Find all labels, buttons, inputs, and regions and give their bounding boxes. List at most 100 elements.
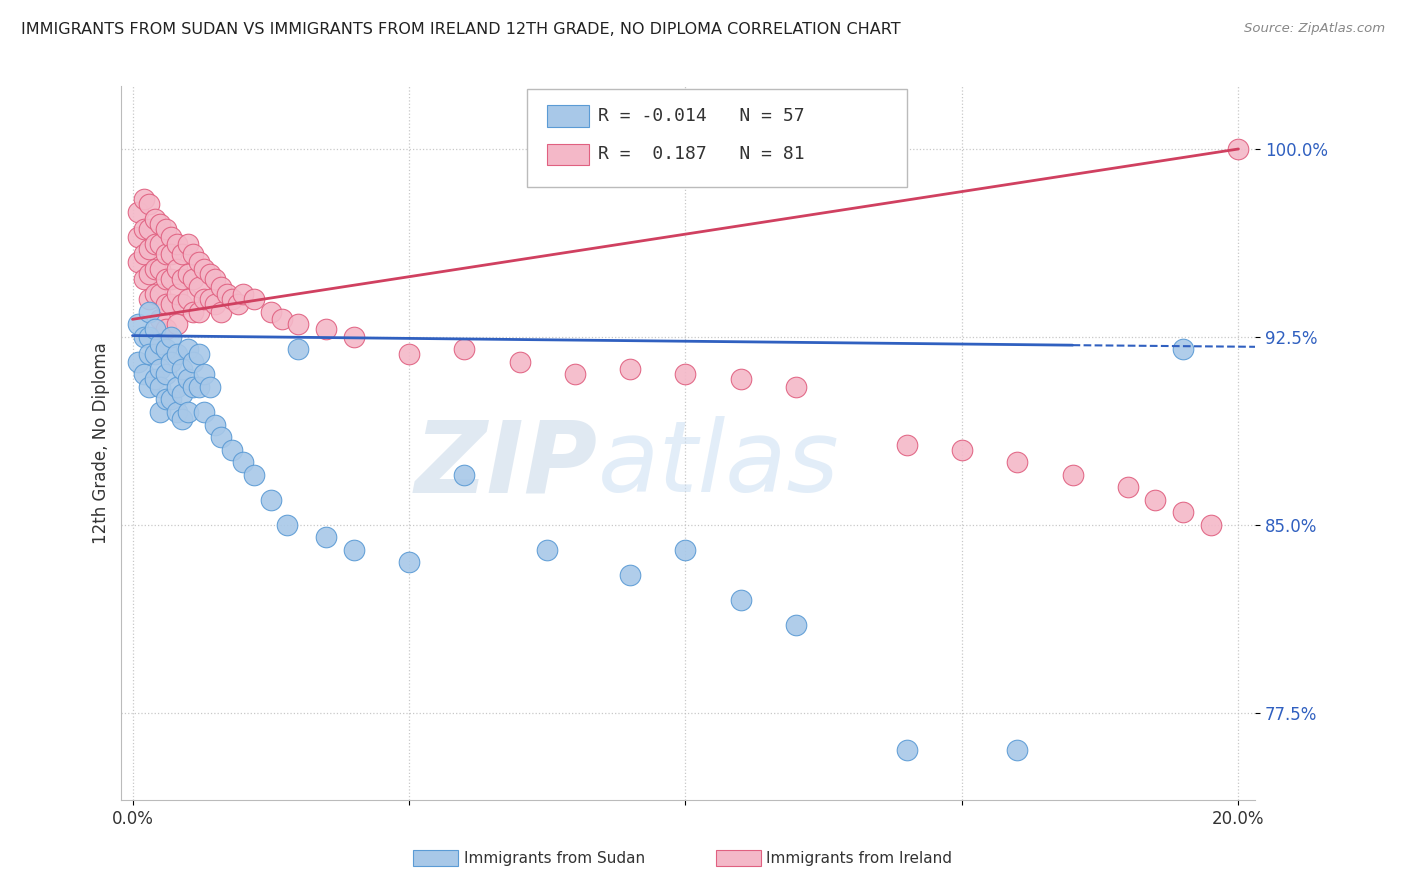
Text: R = -0.014   N = 57: R = -0.014 N = 57 (598, 107, 804, 125)
Point (149, 380, 172, 394)
Point (138, 330, 160, 344)
Text: Source: ZipAtlas.com: Source: ZipAtlas.com (1244, 22, 1385, 36)
Point (204, 297, 226, 311)
Point (232, 455, 254, 469)
Point (160, 392, 183, 407)
Point (160, 272, 183, 286)
Point (149, 405, 172, 419)
Point (453, 343, 475, 357)
Point (143, 262, 166, 277)
Point (166, 405, 188, 419)
Point (138, 347, 160, 361)
Point (149, 287, 172, 301)
Point (209, 279, 232, 293)
Point (166, 237, 188, 252)
Point (193, 405, 215, 419)
Point (209, 430, 232, 444)
Point (127, 355, 149, 369)
Text: Immigrants from Sudan: Immigrants from Sudan (464, 851, 645, 865)
Point (1171, 505, 1194, 519)
Point (177, 237, 200, 252)
Point (177, 292, 200, 306)
Point (138, 380, 160, 394)
Point (177, 343, 200, 357)
Point (149, 312, 172, 326)
Point (143, 322, 166, 336)
Point (193, 292, 215, 306)
Point (1171, 343, 1194, 357)
Point (198, 292, 221, 306)
Point (183, 355, 205, 369)
Point (172, 272, 194, 286)
Point (143, 287, 166, 301)
Point (155, 222, 177, 236)
Point (204, 272, 226, 286)
Point (172, 362, 194, 376)
Point (132, 192, 155, 206)
Point (187, 305, 209, 319)
Point (138, 222, 160, 236)
Point (1116, 480, 1139, 494)
Point (172, 247, 194, 261)
Point (127, 254, 149, 268)
Point (166, 318, 188, 332)
Point (343, 330, 366, 344)
Point (187, 347, 209, 361)
Point (1005, 455, 1028, 469)
Point (177, 372, 200, 386)
Point (243, 292, 266, 306)
Point (143, 347, 166, 361)
Point (243, 467, 266, 482)
Point (187, 254, 209, 268)
Point (127, 229, 149, 244)
Point (193, 262, 215, 277)
Point (187, 279, 209, 293)
Point (143, 372, 166, 386)
Point (270, 312, 292, 326)
Point (155, 272, 177, 286)
Point (172, 297, 194, 311)
Point (343, 542, 366, 557)
Point (166, 287, 188, 301)
Point (260, 492, 283, 507)
Point (209, 305, 232, 319)
Point (138, 267, 160, 281)
Point (138, 197, 160, 211)
Point (138, 242, 160, 256)
Point (155, 392, 177, 407)
Point (564, 368, 586, 382)
Point (160, 229, 183, 244)
Point (204, 417, 226, 432)
Point (730, 372, 752, 386)
Point (675, 368, 697, 382)
Point (160, 247, 183, 261)
Point (183, 247, 205, 261)
Point (177, 267, 200, 281)
Point (160, 330, 183, 344)
Text: Immigrants from Ireland: Immigrants from Ireland (766, 851, 952, 865)
Point (172, 387, 194, 401)
Point (149, 337, 172, 351)
Point (132, 247, 155, 261)
Point (166, 380, 188, 394)
Point (149, 237, 172, 252)
Point (1062, 467, 1084, 482)
Point (183, 305, 205, 319)
Point (221, 442, 243, 457)
Point (160, 355, 183, 369)
Text: IMMIGRANTS FROM SUDAN VS IMMIGRANTS FROM IRELAND 12TH GRADE, NO DIPLOMA CORRELAT: IMMIGRANTS FROM SUDAN VS IMMIGRANTS FROM… (21, 22, 901, 37)
Point (149, 217, 172, 231)
Text: R =  0.187   N = 81: R = 0.187 N = 81 (598, 145, 804, 163)
Point (138, 292, 160, 306)
Point (149, 362, 172, 376)
Point (183, 272, 205, 286)
Point (143, 237, 166, 252)
Point (315, 530, 337, 544)
Point (287, 318, 309, 332)
Text: ZIP: ZIP (415, 417, 598, 513)
Point (166, 262, 188, 277)
Point (149, 262, 172, 277)
Point (155, 322, 177, 336)
Point (155, 247, 177, 261)
Point (177, 405, 200, 419)
